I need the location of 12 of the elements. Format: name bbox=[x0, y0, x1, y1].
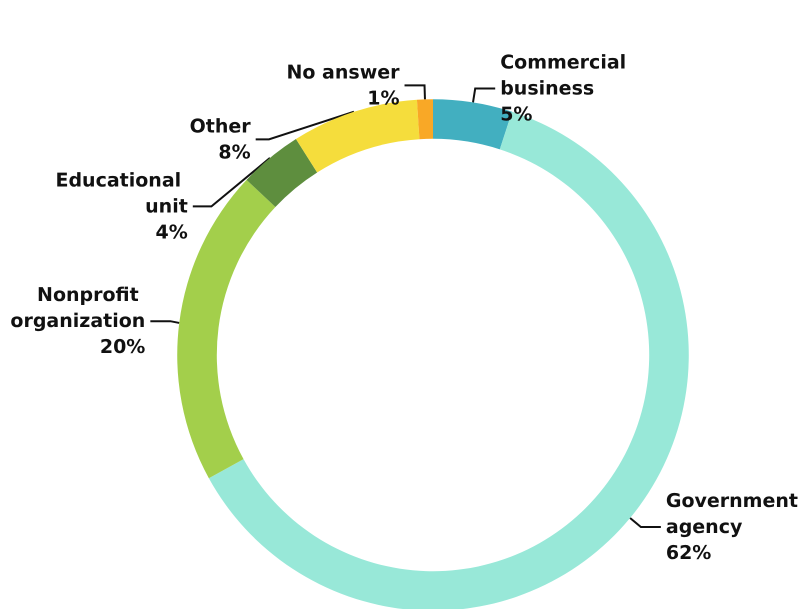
data-label: 20% bbox=[100, 336, 146, 358]
data-label: 5% bbox=[500, 104, 532, 126]
data-label: 62% bbox=[666, 542, 712, 564]
slice-label: Other bbox=[190, 115, 252, 138]
slice-label: No answer bbox=[286, 61, 400, 84]
data-label: 4% bbox=[156, 221, 188, 244]
slice-label: Educational unit bbox=[55, 169, 188, 218]
slice-label: Government agency bbox=[666, 490, 801, 538]
slice-label: Commercial business bbox=[500, 52, 633, 100]
data-label: 8% bbox=[218, 141, 251, 164]
data-label: 1% bbox=[367, 87, 400, 110]
slice-label: Nonprofit organization bbox=[10, 284, 146, 332]
